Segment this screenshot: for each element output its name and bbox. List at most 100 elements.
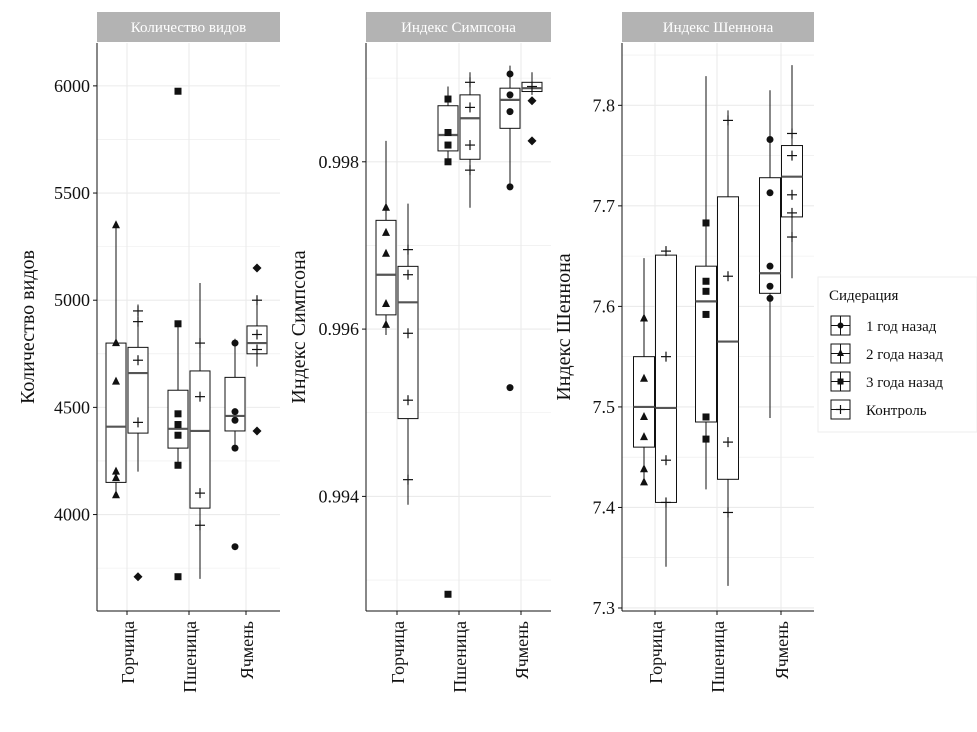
box-body — [167, 389, 189, 449]
triangle-point — [640, 411, 648, 420]
circle-point — [506, 91, 514, 99]
triangle-point — [382, 319, 390, 328]
square-point — [174, 461, 182, 469]
legend-label: 1 год назад — [866, 319, 937, 335]
circle-point — [506, 384, 514, 392]
outlier-point — [252, 263, 262, 273]
plus-point — [723, 437, 733, 448]
circle-point — [766, 189, 774, 197]
legend-item-3: 3 года назад — [830, 371, 943, 392]
plus-point — [661, 351, 671, 362]
plus-point — [661, 455, 671, 466]
legend-label: 3 года назад — [866, 375, 943, 391]
plus-point — [723, 507, 733, 518]
triangle-point — [837, 349, 844, 356]
triangle-point — [382, 202, 390, 211]
plus-point — [787, 232, 797, 243]
plus-point — [465, 102, 475, 113]
box-Ячмень-siderate — [499, 65, 521, 392]
plus-point — [252, 344, 262, 355]
square-point — [444, 158, 452, 166]
box-Пшеница-control — [189, 283, 211, 579]
box-body — [375, 219, 397, 316]
square-point — [702, 287, 710, 295]
plus-point — [195, 391, 205, 402]
circle-point — [837, 322, 844, 329]
x-tick-label: Горчица — [388, 621, 408, 684]
legend-label: Контроль — [866, 403, 927, 419]
square-point — [444, 141, 452, 149]
y-tick-label: 7.7 — [593, 196, 616, 216]
box-body — [759, 177, 781, 294]
circle-point — [231, 416, 239, 424]
strip-background — [366, 12, 551, 42]
circle-point — [766, 262, 774, 270]
box-Ячмень-control — [521, 72, 543, 146]
plus-point — [787, 128, 797, 139]
circle-point — [506, 108, 514, 116]
plus-point — [787, 189, 797, 200]
box-marks — [375, 65, 543, 598]
triangle-point — [382, 248, 390, 257]
square-point — [702, 310, 710, 318]
box-Пшеница-control — [717, 110, 739, 586]
x-tick-label: Пшеница — [180, 621, 200, 693]
axes: 7.3 7.4 7.5 7.6 7.7 7.8 Горчица Пшеница Ячмень — [593, 43, 814, 693]
plus-point — [465, 77, 475, 88]
plus-point — [787, 207, 797, 218]
y-tick-label: 0.994 — [319, 486, 360, 506]
legend-item-2: 2 года назад — [830, 343, 943, 364]
y-axis-title: Индекс Шеннона — [553, 253, 575, 400]
square-point — [702, 435, 710, 443]
square-point — [174, 410, 182, 418]
y-axis-title: Индекс Симпсона — [288, 250, 310, 403]
triangle-point — [382, 227, 390, 236]
x-tick-label: Горчица — [646, 621, 666, 684]
square-point — [837, 378, 844, 385]
y-tick-label: 4000 — [54, 505, 90, 525]
box-Горчица-control — [655, 246, 677, 567]
triangle-point — [112, 490, 120, 499]
plus-point — [195, 488, 205, 499]
y-tick-label: 4500 — [54, 397, 90, 417]
x-tick-label: Ячмень — [772, 621, 792, 679]
axes: 0.994 0.996 0.998 Горчица Пшеница Ячмень — [319, 43, 551, 693]
square-point — [174, 320, 182, 328]
triangle-point — [112, 220, 120, 229]
square-marker-icon — [831, 372, 850, 391]
y-tick-label: 5000 — [54, 290, 90, 310]
plus-point — [403, 244, 413, 255]
triangle-point — [382, 298, 390, 307]
plus-marker-icon — [831, 405, 850, 414]
circle-point — [766, 136, 774, 144]
circle-point — [231, 339, 239, 347]
strip-title: Индекс Симпсона — [401, 20, 516, 36]
plus-point — [661, 497, 671, 508]
x-tick-label: Пшеница — [450, 621, 470, 693]
box-Пшеница-control — [459, 72, 481, 208]
box-Ячмень-siderate — [224, 338, 246, 551]
plus-point — [527, 81, 537, 92]
plus-point — [133, 417, 143, 428]
legend-label: 2 года назад — [866, 347, 943, 363]
box-marks — [105, 87, 268, 582]
y-tick-label: 5500 — [54, 183, 90, 203]
outlier-point — [133, 572, 143, 582]
circle-marker-icon — [831, 316, 850, 335]
outlier-point — [527, 96, 537, 106]
x-tick-label: Ячмень — [237, 621, 257, 679]
y-tick-label: 0.998 — [319, 152, 360, 172]
legend-item-4: Контроль — [830, 399, 927, 420]
box-body — [105, 342, 127, 483]
plus-point — [465, 165, 475, 176]
plus-point — [133, 355, 143, 366]
panel-species-count: Количество видов 4000 4500 5000 5500 6000 Гор… — [17, 12, 280, 693]
axes: 4000 4500 5000 5500 6000 Горчица Пшеница Ячмень — [54, 43, 280, 693]
box-body — [717, 196, 739, 480]
square-point — [174, 573, 182, 581]
plus-point — [836, 405, 845, 414]
box-Ячмень-siderate — [759, 90, 781, 418]
outlier-point — [252, 426, 262, 436]
panel-simpson-index: Индекс Симпсона 0.994 0.996 0.998 Горчица Пш… — [288, 12, 551, 693]
